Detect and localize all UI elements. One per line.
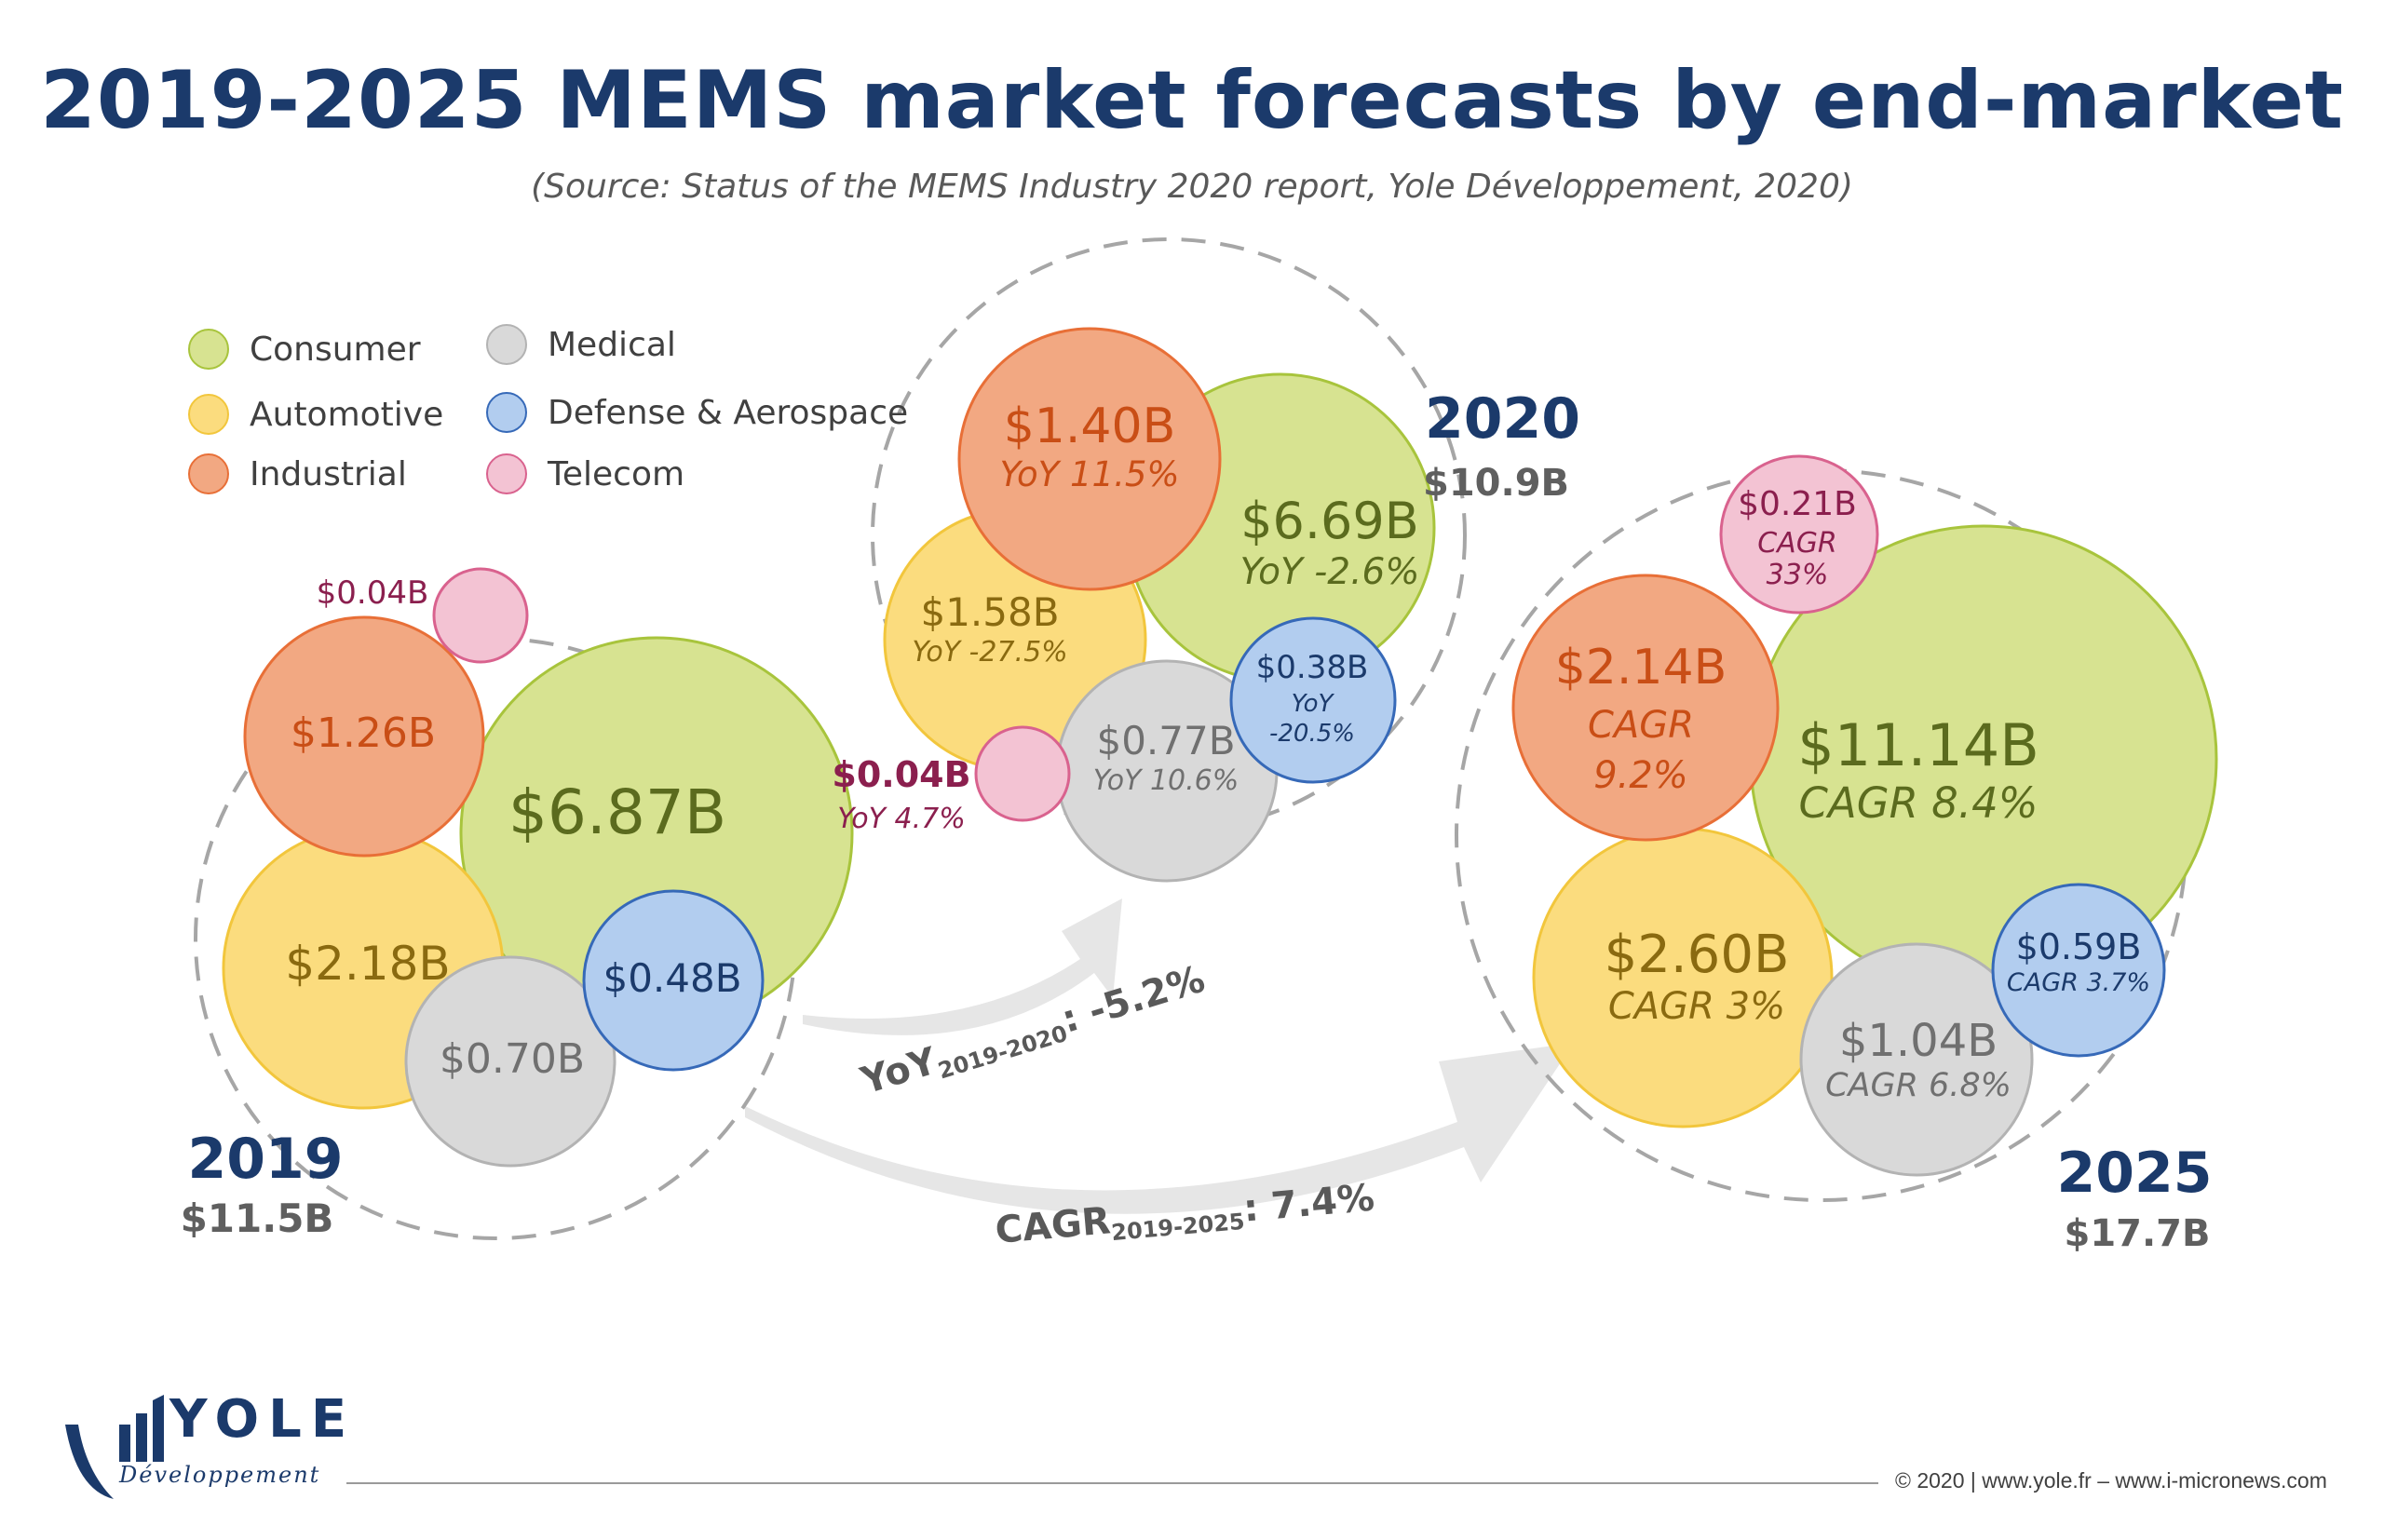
yole-swoosh-icon: [65, 1395, 164, 1499]
bubble-defense-and-aerospace-2020: [1229, 616, 1397, 784]
value-label-automotive-2025: $2.60B: [1605, 925, 1790, 985]
legend-item-automotive: Automotive: [188, 391, 443, 438]
legend-label-automotive: Automotive: [250, 395, 444, 434]
value-label-telecom-2019: $0.04B: [317, 574, 429, 612]
legend-swatch-defense-and-aerospace: [486, 392, 527, 433]
value-label-defense-and-aerospace-2020: $0.38B: [1256, 649, 1369, 686]
value-label-industrial-2019: $1.26B: [291, 709, 436, 757]
value-label-telecom-2025: $0.21B: [1738, 485, 1857, 523]
legend-item-industrial: Industrial: [188, 451, 407, 497]
legend-label-telecom: Telecom: [548, 454, 685, 493]
growth-label-defense-and-aerospace-2020: YoY: [1292, 690, 1335, 718]
year-title-2025: 2025: [2057, 1141, 2213, 1206]
logo-subname: Développement: [119, 1462, 321, 1488]
bubble-medical-2025: [1799, 942, 2034, 1177]
value-label-automotive-2020: $1.58B: [920, 589, 1059, 635]
legend-label-defense-and-aerospace: Defense & Aerospace: [548, 393, 909, 432]
value-label-medical-2020: $0.77B: [1096, 718, 1235, 763]
year-group-2019: [194, 567, 854, 1240]
legend-swatch-telecom: [486, 453, 527, 494]
logo-name: YOLE: [169, 1389, 357, 1450]
value-label-defense-and-aerospace-2019: $0.48B: [603, 955, 741, 1001]
growth-label-industrial-2025: CAGR: [1588, 704, 1694, 747]
bubble-defense-and-aerospace-2025: [1991, 883, 2166, 1058]
growth-label-industrial-2025-value: 9.2%: [1593, 754, 1688, 797]
value-label-automotive-2019: $2.18B: [285, 937, 450, 991]
growth-label-telecom-2025: CAGR: [1757, 527, 1837, 560]
chart-title: 2019-2025 MEMS market forecasts by end-m…: [40, 54, 2344, 147]
chart-subtitle: (Source: Status of the MEMS Industry 202…: [531, 168, 1853, 206]
year-group-2025: [1455, 454, 2218, 1202]
bubble-industrial-2019: [243, 615, 485, 858]
value-label-telecom-2020: $0.04B: [832, 754, 970, 795]
growth-label-telecom-2025-value: 33%: [1767, 559, 1829, 591]
legend-swatch-medical: [486, 324, 527, 365]
value-label-medical-2019: $0.70B: [440, 1035, 585, 1083]
bubble-defense-and-aerospace-2019: [582, 889, 765, 1072]
year-total-2025: $17.7B: [2064, 1212, 2210, 1255]
growth-label-consumer-2020: YoY -2.6%: [1240, 551, 1420, 593]
footer-divider: [346, 1482, 1878, 1484]
legend-label-industrial: Industrial: [250, 454, 407, 493]
bubble-telecom-2019: [432, 567, 529, 664]
value-label-industrial-2025: $2.14B: [1555, 640, 1727, 696]
bubble-industrial-2020: [957, 327, 1222, 591]
legend-label-medical: Medical: [548, 325, 676, 364]
growth-label-medical-2025: CAGR 6.8%: [1825, 1067, 2012, 1104]
cagr-growth-arrow: [745, 1043, 1574, 1214]
growth-label-medical-2020: YoY 10.6%: [1093, 764, 1239, 797]
year-group-2020: [871, 237, 1467, 883]
yoy-growth-arrow: [803, 898, 1122, 1035]
year-title-2019: 2019: [188, 1127, 344, 1192]
legend-swatch-automotive: [188, 394, 229, 435]
year-total-2019: $11.5B: [181, 1196, 334, 1241]
bubble-telecom-2020: [974, 725, 1071, 822]
growth-label-automotive-2025: CAGR 3%: [1608, 985, 1785, 1028]
yole-logo: YOLE Développement: [58, 1387, 356, 1527]
growth-label-telecom-2020: YoY 4.7%: [837, 803, 965, 835]
legend-item-medical: Medical: [486, 321, 676, 368]
value-label-consumer-2025: $11.14B: [1797, 711, 2039, 779]
bubble-industrial-2025: [1511, 574, 1780, 842]
legend-label-consumer: Consumer: [250, 330, 421, 369]
growth-label-industrial-2020: YoY 11.5%: [999, 454, 1179, 494]
legend-item-defense-and-aerospace: Defense & Aerospace: [486, 389, 908, 436]
legend-item-consumer: Consumer: [188, 326, 421, 372]
value-label-consumer-2019: $6.87B: [508, 777, 726, 848]
year-total-2020: $10.9B: [1423, 462, 1569, 505]
value-label-defense-and-aerospace-2025: $0.59B: [2016, 926, 2142, 967]
year-title-2020: 2020: [1425, 386, 1580, 452]
bubble-medical-2019: [404, 955, 616, 1168]
legend-swatch-consumer: [188, 329, 229, 370]
legend-swatch-industrial: [188, 453, 229, 494]
legend-item-telecom: Telecom: [486, 451, 684, 497]
growth-label-automotive-2020: YoY -27.5%: [912, 636, 1067, 669]
value-label-medical-2025: $1.04B: [1839, 1015, 1998, 1067]
bubble-telecom-2025: [1719, 454, 1879, 615]
value-label-industrial-2020: $1.40B: [1004, 399, 1176, 454]
copyright-text: © 2020 | www.yole.fr – www.i-micronews.c…: [1895, 1468, 2327, 1493]
growth-label-defense-and-aerospace-2025: CAGR 3.7%: [2007, 968, 2150, 997]
year-outline-2020: [871, 237, 1467, 833]
value-label-consumer-2020: $6.69B: [1240, 492, 1419, 550]
growth-label-defense-and-aerospace-2020-value: -20.5%: [1269, 720, 1355, 748]
growth-label-consumer-2025: CAGR 8.4%: [1799, 778, 2039, 828]
